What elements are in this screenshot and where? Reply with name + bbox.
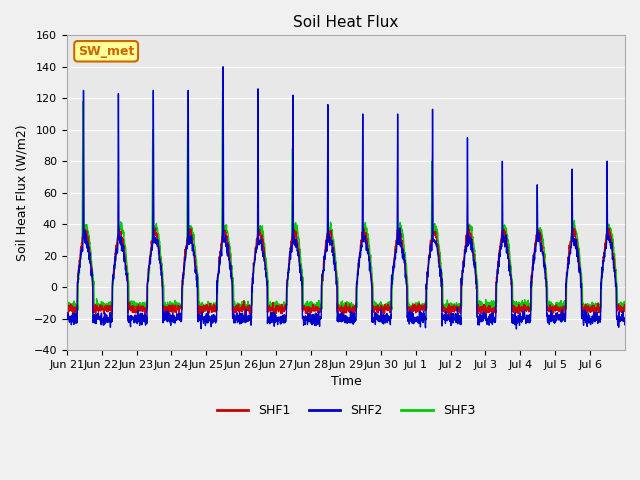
SHF1: [614, 307, 621, 312]
SHF2: [515, 312, 522, 318]
SHF2: [614, 315, 621, 321]
SHF1: [621, 306, 629, 312]
Y-axis label: Soil Heat Flux (W/m2): Soil Heat Flux (W/m2): [15, 124, 28, 261]
SHF1: [239, 304, 247, 310]
Title: Soil Heat Flux: Soil Heat Flux: [293, 15, 399, 30]
SHF2: [63, 310, 70, 316]
Legend: SHF1, SHF2, SHF3: SHF1, SHF2, SHF3: [212, 399, 480, 422]
SHF2: [513, 326, 520, 332]
SHF1: [515, 311, 522, 316]
SHF2: [118, 243, 126, 249]
SHF2: [380, 321, 387, 327]
SHF3: [239, 305, 247, 311]
Text: SW_met: SW_met: [78, 45, 134, 58]
Line: SHF1: SHF1: [67, 226, 625, 318]
SHF3: [515, 305, 522, 311]
SHF2: [220, 64, 227, 70]
SHF1: [474, 315, 481, 321]
SHF3: [580, 312, 588, 318]
SHF2: [546, 313, 554, 319]
SHF3: [118, 227, 126, 232]
SHF1: [546, 305, 554, 311]
SHF3: [546, 302, 554, 308]
SHF1: [118, 240, 126, 246]
SHF3: [63, 304, 70, 310]
SHF3: [621, 301, 629, 307]
SHF2: [621, 319, 629, 325]
SHF1: [380, 304, 387, 310]
Line: SHF3: SHF3: [67, 90, 625, 315]
SHF1: [465, 223, 472, 228]
X-axis label: Time: Time: [330, 375, 361, 388]
SHF1: [63, 309, 70, 314]
SHF3: [219, 87, 227, 93]
SHF3: [614, 298, 621, 304]
Line: SHF2: SHF2: [67, 67, 625, 329]
SHF3: [380, 307, 387, 312]
SHF2: [239, 319, 247, 324]
